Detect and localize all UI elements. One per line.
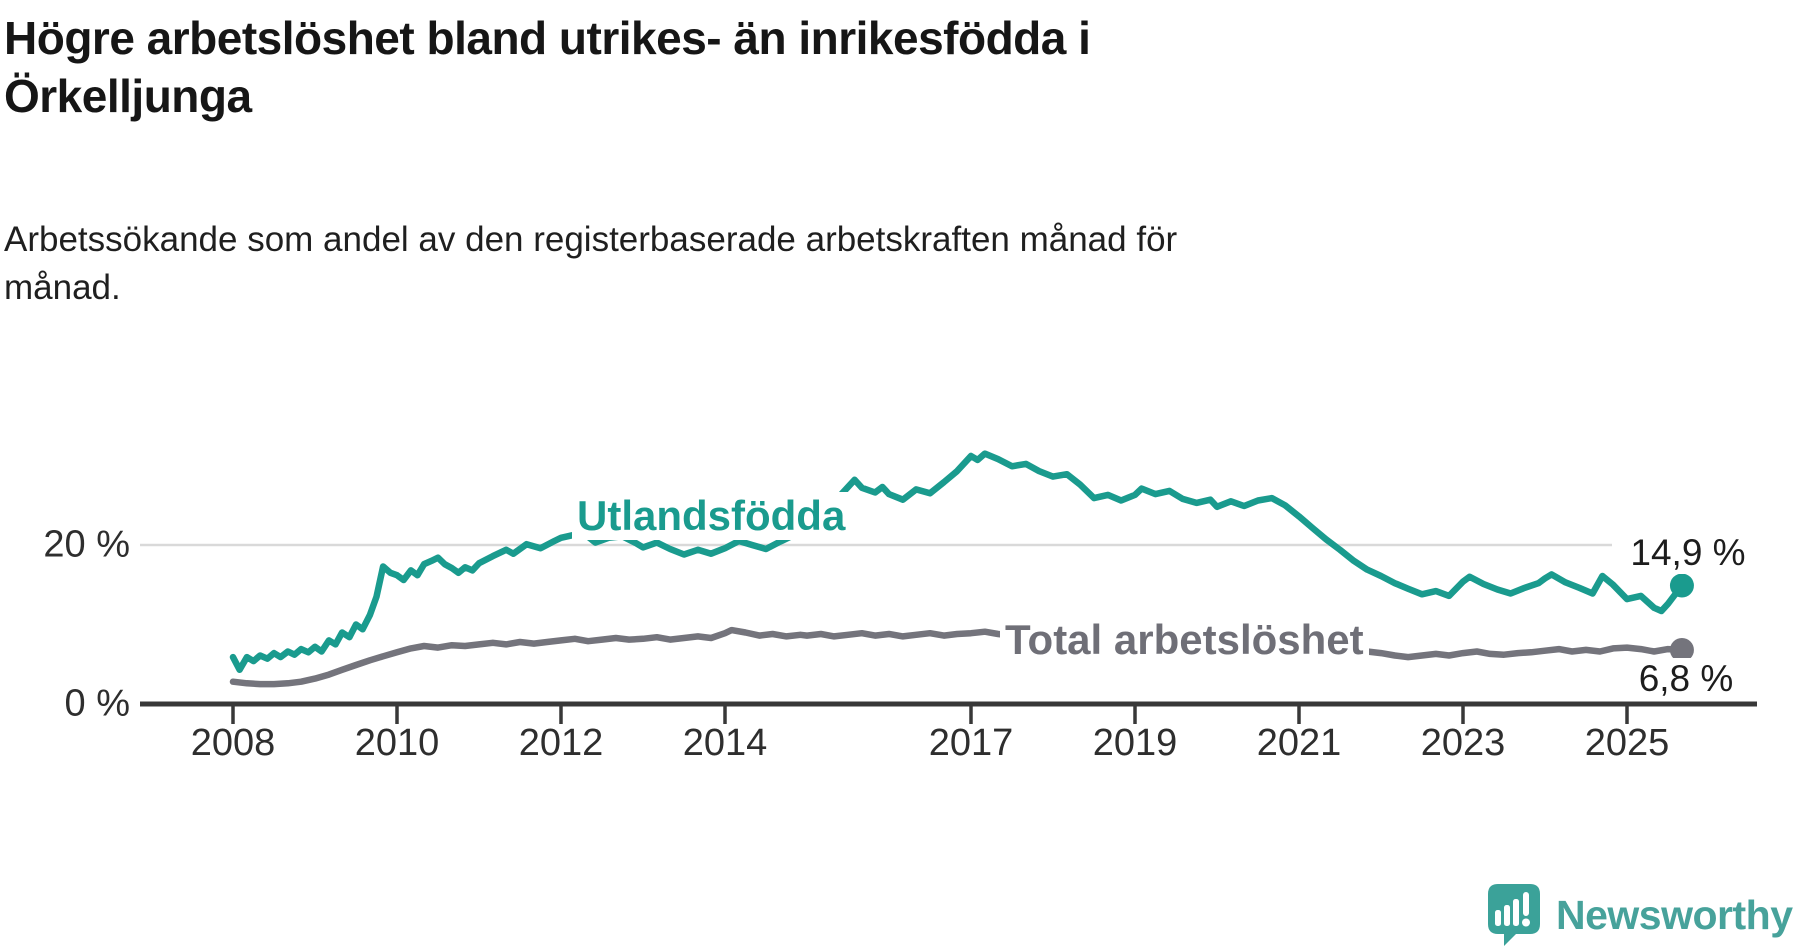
x-tick-label: 2025 (1584, 722, 1670, 764)
x-tick-label: 2021 (1256, 722, 1342, 764)
newsworthy-logo: Newsworthy (1488, 884, 1793, 946)
newsworthy-bubble-chart-icon (1488, 884, 1540, 946)
series-label-total-arbetsloshet: Total arbetslöshet (1000, 616, 1369, 664)
chart-subtitle: Arbetssökande som andel av den registerb… (4, 220, 1178, 308)
x-tick-label: 2023 (1420, 722, 1506, 764)
x-tick-label: 2014 (682, 722, 768, 764)
end-value-label-utlandsfodda: 14,9 % (1612, 532, 1764, 574)
chart-title: Högre arbetslöshet bland utrikes- än inr… (4, 12, 1091, 122)
series-end-dot-total (1669, 637, 1694, 662)
x-tick-label: 2017 (928, 722, 1014, 764)
newsworthy-wordmark: Newsworthy (1556, 891, 1793, 938)
x-tick-label: 2019 (1092, 722, 1178, 764)
y-tick-label: 20 % (43, 523, 130, 566)
series-end-dot-utlandsfodda (1669, 573, 1694, 598)
y-tick-label: 0 % (64, 682, 130, 725)
series-line-total (229, 626, 1686, 688)
x-tick-label: 2008 (190, 722, 276, 764)
end-value-label-total: 6,8 % (1610, 658, 1762, 700)
series-label-utlandsfodda: Utlandsfödda (572, 492, 851, 540)
x-tick-label: 2010 (354, 722, 440, 764)
x-tick-label: 2012 (518, 722, 604, 764)
series-line-utlandsfodda (229, 450, 1686, 674)
